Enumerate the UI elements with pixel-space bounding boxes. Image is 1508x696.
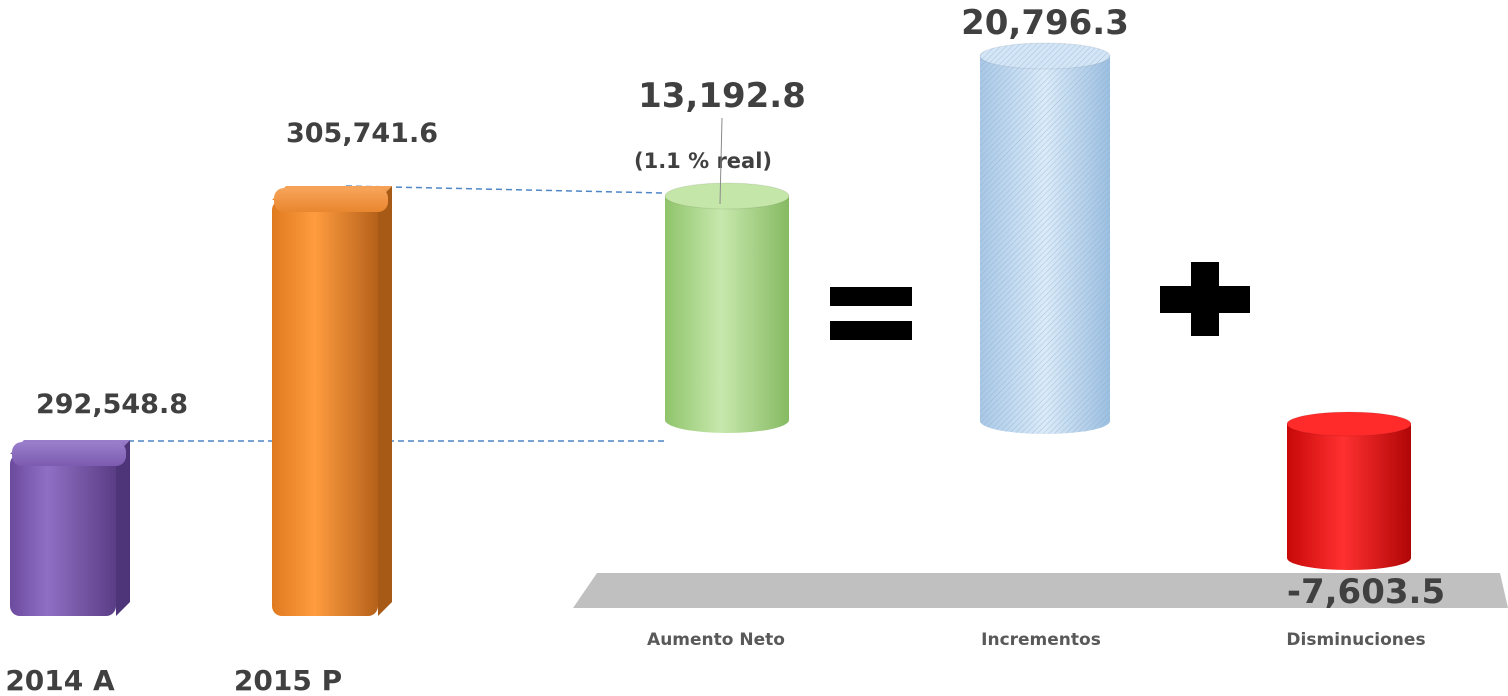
cylinder-body <box>665 196 789 433</box>
bar-side <box>378 186 392 616</box>
category-label-aumento-neto: Aumento Neto <box>647 630 785 650</box>
data-label-aumento-neto: 13,192.8 <box>638 76 806 116</box>
floor-platform <box>573 573 1508 608</box>
cylinder-cap <box>1286 411 1412 437</box>
category-label-2014: 2014 A <box>5 664 115 696</box>
bar-2015-p <box>272 186 392 616</box>
data-label-2015: 305,741.6 <box>286 118 438 149</box>
annotation-real-growth: (1.1 % real) <box>634 149 772 173</box>
category-label-disminuciones: Disminuciones <box>1286 630 1425 650</box>
cylinder-aumento-neto <box>664 182 790 433</box>
bar-top-round <box>274 188 388 212</box>
bar-side <box>116 440 130 616</box>
category-label-2015: 2015 P <box>234 664 342 696</box>
cylinder-cap <box>664 182 790 210</box>
cylinder-cap-hatch <box>980 43 1110 69</box>
guide-line-2015 <box>345 185 665 194</box>
bar-top-round <box>12 442 126 466</box>
cylinder-incrementos <box>979 42 1111 434</box>
data-label-2014: 292,548.8 <box>36 389 188 420</box>
leader-line <box>719 117 723 205</box>
bar-front <box>272 200 378 616</box>
cylinder-disminuciones <box>1286 411 1412 570</box>
data-label-disminuciones: -7,603.5 <box>1287 572 1445 612</box>
cylinder-body <box>1287 424 1411 570</box>
equals-operator <box>830 287 912 340</box>
plus-operator <box>1160 262 1250 336</box>
bar-front <box>10 454 116 616</box>
cylinder-hatch <box>980 56 1110 434</box>
category-label-incrementos: Incrementos <box>981 630 1101 650</box>
data-label-incrementos: 20,796.3 <box>961 3 1129 43</box>
bar-2014-a <box>10 440 130 616</box>
